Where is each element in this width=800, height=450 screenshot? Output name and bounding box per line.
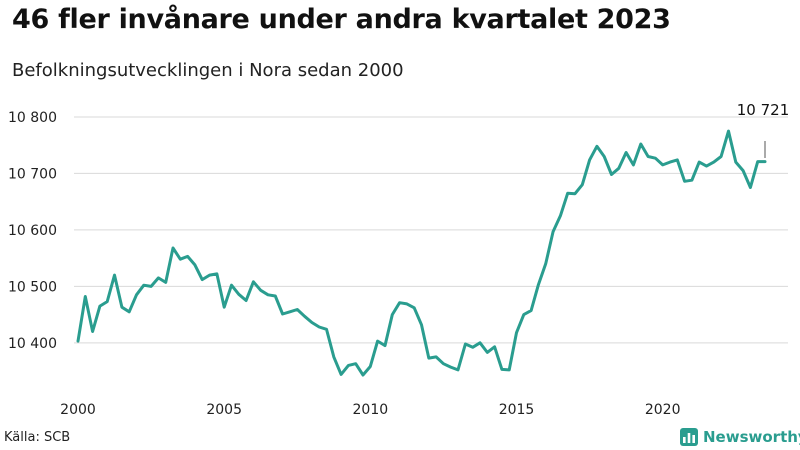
x-axis: 2000 2005 2010 2015 2020 [60, 402, 680, 418]
chart-title: 46 fler invånare under andra kvartalet 2… [12, 4, 671, 35]
annotation-label: 10 721 [737, 101, 790, 119]
x-tick-label: 2010 [353, 402, 389, 418]
y-tick-label: 10 600 [8, 223, 57, 239]
annotation-group: 10 721 [737, 101, 790, 158]
brand-logo[interactable]: Newsworthy [680, 428, 800, 446]
grid-lines [74, 116, 788, 344]
y-tick-label: 10 800 [8, 110, 57, 126]
bar-chart-logo-icon [680, 428, 698, 446]
brand-name: Newsworthy [703, 428, 800, 446]
x-tick-label: 2000 [60, 402, 96, 418]
source-note: Källa: SCB [4, 430, 71, 445]
series-line [76, 129, 767, 377]
x-tick-label: 2005 [206, 402, 242, 418]
y-tick-label: 10 500 [8, 279, 57, 295]
y-tick-label: 10 400 [8, 336, 57, 352]
y-axis: 10 400 10 500 10 600 10 700 10 800 [8, 110, 57, 352]
chart-subtitle: Befolkningsutvecklingen i Nora sedan 200… [12, 60, 404, 81]
series-group [76, 129, 767, 377]
x-tick-label: 2020 [645, 402, 681, 418]
x-tick-label: 2015 [499, 402, 535, 418]
y-tick-label: 10 700 [8, 166, 57, 182]
